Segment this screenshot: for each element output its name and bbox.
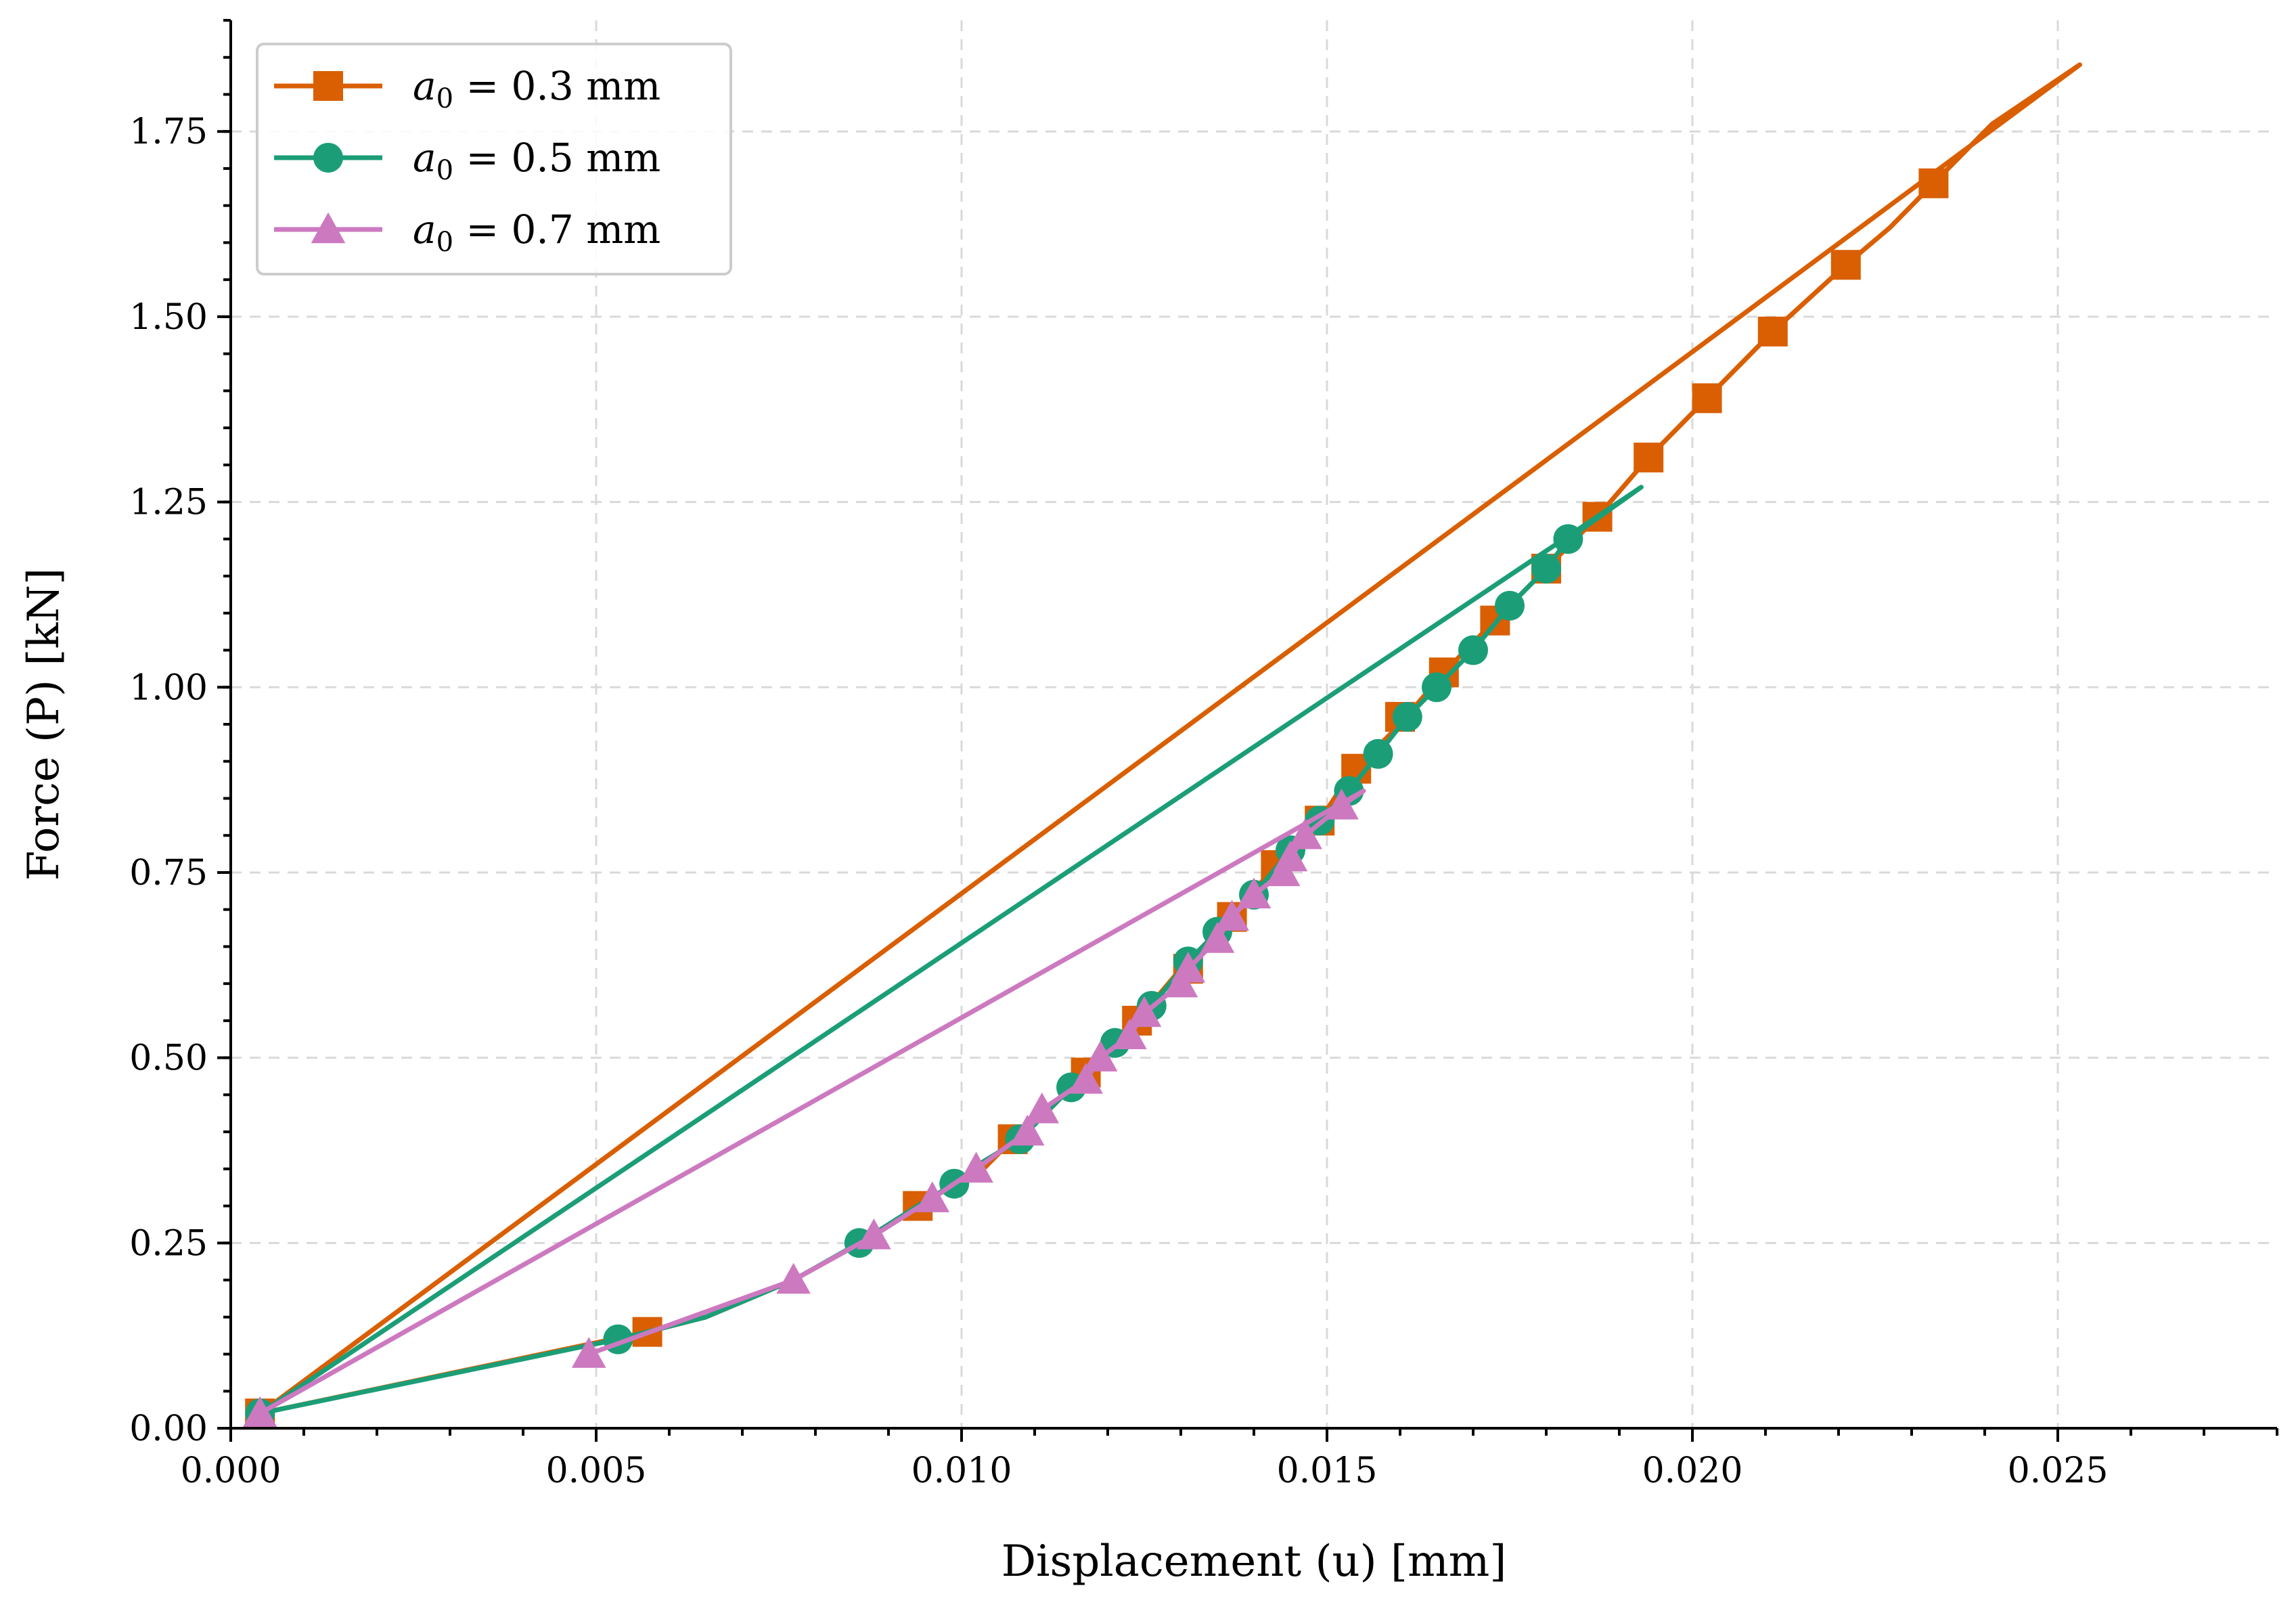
data-point-triangle <box>1083 1040 1118 1072</box>
data-point-triangle <box>959 1151 993 1183</box>
data-point-triangle <box>242 1396 277 1428</box>
data-point-square <box>1830 250 1861 280</box>
data-point-circle <box>1531 554 1561 584</box>
data-point-triangle <box>776 1262 811 1294</box>
legend-label: a0 = 0.7 mm <box>413 206 660 258</box>
data-point-square <box>313 71 343 101</box>
x-tick-label: 0.025 <box>2008 1451 2109 1491</box>
plot-area <box>242 62 2082 1429</box>
ticks: 0.000 0.005 0.010 0.015 0.020 0.025 0.00 0.25 0.… <box>129 19 2278 1491</box>
y-tick-label: 1.25 <box>129 483 208 523</box>
data-point-triangle <box>1215 900 1249 931</box>
y-tick-label: 0.00 <box>129 1409 208 1449</box>
data-point-triangle <box>1236 877 1271 909</box>
data-point-square <box>1918 168 1949 198</box>
data-point-square <box>1757 316 1788 347</box>
legend-label: a0 = 0.3 mm <box>413 63 660 114</box>
data-point-triangle <box>311 212 346 244</box>
data-point-triangle <box>1112 1018 1147 1050</box>
data-point-triangle <box>1200 922 1235 953</box>
legend: a0 = 0.3 mm a0 = 0.5 mm a0 = 0.7 mm <box>256 43 732 275</box>
y-tick-label: 1.00 <box>129 667 208 708</box>
legend-entry-1: a0 = 0.3 mm <box>274 63 660 114</box>
data-point-square <box>1692 383 1722 414</box>
data-point-circle <box>1458 635 1488 665</box>
data-point-triangle <box>915 1181 950 1212</box>
y-tick-label: 0.25 <box>129 1223 208 1264</box>
legend-box <box>256 43 732 275</box>
legend-entry-2: a0 = 0.5 mm <box>274 135 660 186</box>
data-point-circle <box>1553 524 1583 554</box>
data-point-circle <box>1392 702 1422 732</box>
y-tick-label: 1.50 <box>129 297 208 338</box>
data-point-triangle <box>1010 1114 1045 1146</box>
y-axis-label: Force (P) [kN] <box>19 568 69 881</box>
x-tick-label: 0.010 <box>911 1451 1012 1491</box>
y-tick-label: 0.75 <box>129 853 208 893</box>
data-point-square <box>1634 442 1664 472</box>
data-point-circle <box>313 143 343 173</box>
data-point-triangle <box>1025 1092 1060 1124</box>
series-3 <box>242 789 1366 1428</box>
x-tick-label: 0.000 <box>181 1451 282 1491</box>
data-point-triangle <box>1273 840 1308 872</box>
data-point-triangle <box>1324 789 1359 820</box>
data-point-triangle <box>1171 951 1206 983</box>
data-point-circle <box>1363 738 1393 769</box>
data-point-triangle <box>1068 1063 1103 1094</box>
data-point-triangle <box>571 1337 606 1368</box>
legend-label: a0 = 0.5 mm <box>413 135 660 186</box>
data-point-triangle <box>1288 818 1322 849</box>
x-tick-label: 0.020 <box>1642 1451 1743 1491</box>
x-axis-label: Displacement (u) [mm] <box>1001 1537 1507 1587</box>
data-point-circle <box>1422 672 1451 703</box>
x-tick-label: 0.015 <box>1277 1451 1378 1491</box>
data-point-triangle <box>1127 996 1162 1028</box>
y-tick-label: 1.75 <box>129 112 208 152</box>
data-point-triangle <box>857 1218 891 1250</box>
data-point-circle <box>1495 590 1525 621</box>
x-tick-label: 0.005 <box>546 1451 647 1491</box>
y-tick-label: 0.50 <box>129 1038 208 1079</box>
legend-entry-3: a0 = 0.7 mm <box>274 206 660 258</box>
